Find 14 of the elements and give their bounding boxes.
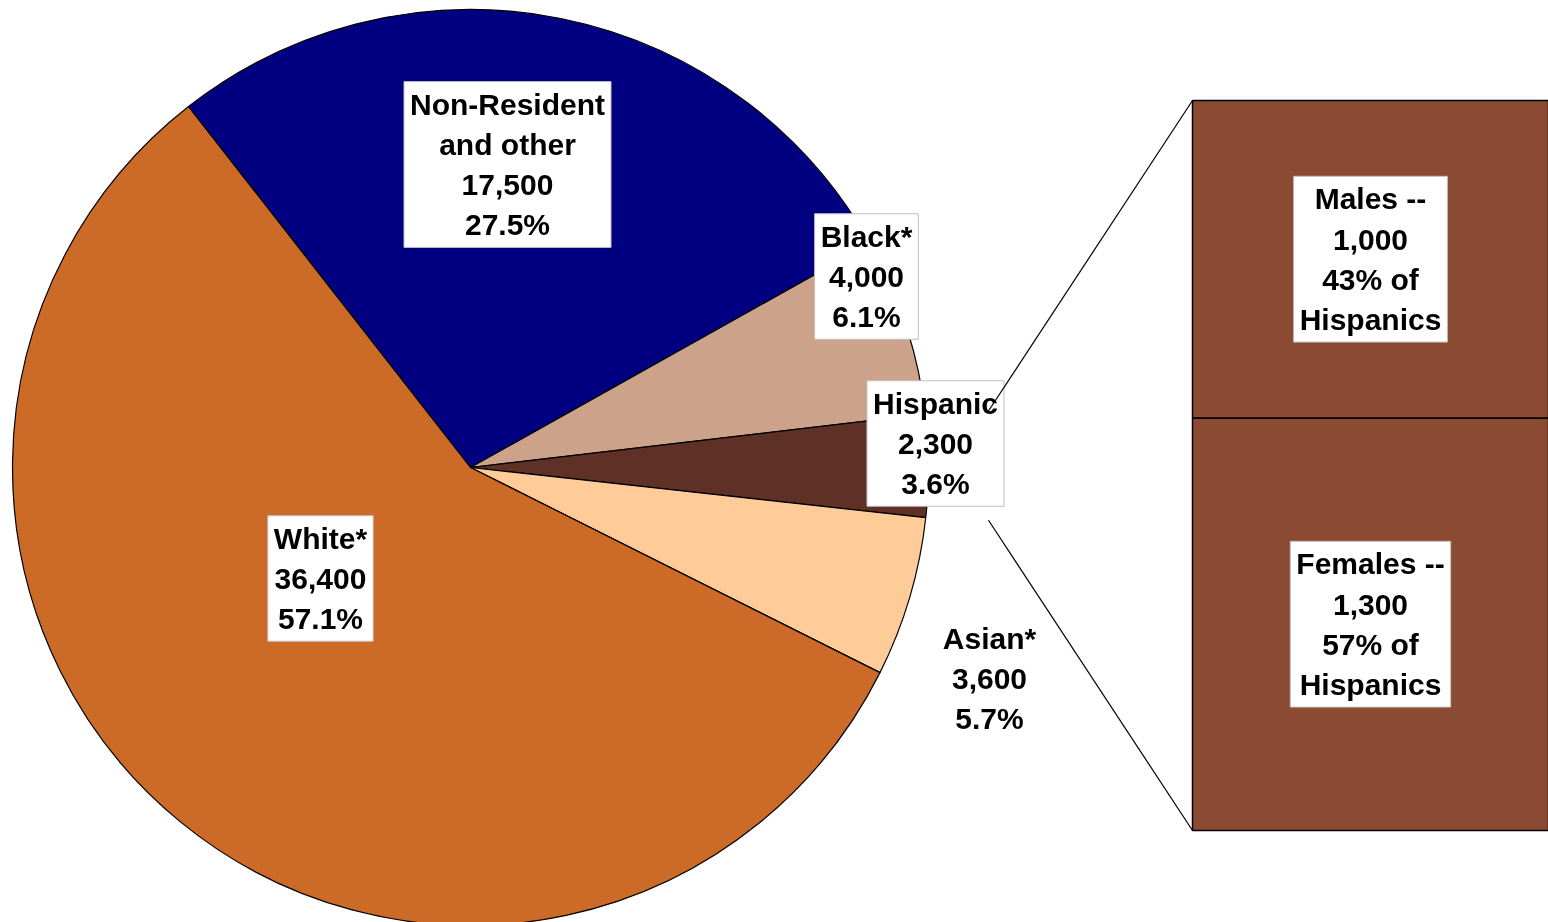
series-label: Males --: [1314, 182, 1427, 216]
slice-label: Hispanic: [872, 386, 999, 420]
data-label: 17,500 27.5%: [461, 168, 554, 242]
data-label: 2,300 3.6%: [897, 427, 974, 501]
slice-label: Black*: [820, 219, 913, 253]
slice-label: White*: [273, 521, 368, 555]
data-label: 1,000 43% of Hispanics: [1299, 222, 1442, 337]
data-label: 4,000 6.1%: [828, 260, 905, 334]
data-label: 1,300 57% of Hispanics: [1299, 587, 1442, 702]
data-label: 3,600 5.7%: [951, 662, 1028, 736]
slice-label: Non-Resident and other: [410, 87, 606, 161]
series-label: Females --: [1296, 547, 1445, 581]
slice-label: Asian*: [942, 621, 1037, 655]
data-label: 36,400 57.1%: [274, 562, 367, 636]
